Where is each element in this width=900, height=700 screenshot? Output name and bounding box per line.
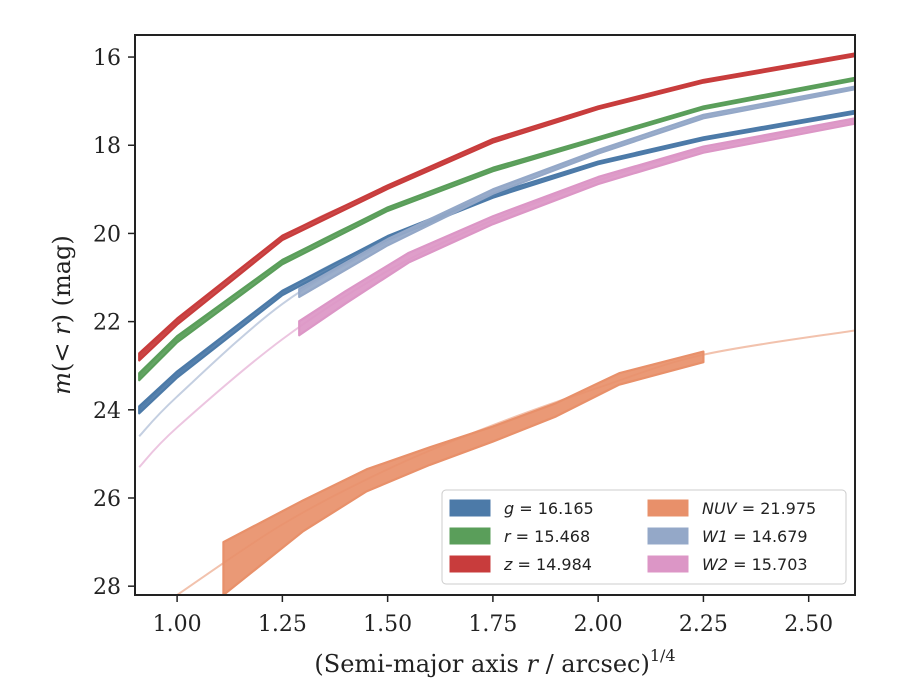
x-tick-label: 2.00 <box>574 612 623 637</box>
x-tick-label: 2.25 <box>679 612 728 637</box>
legend-swatch-z <box>449 555 491 573</box>
legend-label-w2: W2 = 15.703 <box>702 555 808 574</box>
legend-box <box>441 489 847 585</box>
legend-swatch-r <box>449 527 491 545</box>
legend-swatch-nuv <box>647 499 689 517</box>
y-axis-title: m(< r) (mag) <box>48 235 76 395</box>
legend-swatch-w1 <box>647 527 689 545</box>
legend-swatch-g <box>449 499 491 517</box>
series-w1-band <box>298 85 855 299</box>
y-tick-label: 16 <box>93 46 121 71</box>
legend-label-r: r = 15.468 <box>504 527 590 546</box>
legend: g = 16.165 r = 15.468 z = 14.984 NUV = 21.9… <box>441 489 847 585</box>
plot-frame <box>134 34 856 596</box>
series-r-band <box>138 76 855 382</box>
y-tick-label: 28 <box>93 575 121 600</box>
y-tick-label: 18 <box>93 134 121 159</box>
series-g-faint-line <box>138 111 855 411</box>
series-nuv-band <box>222 350 705 595</box>
y-tick-label: 26 <box>93 487 121 512</box>
x-tick-label: 2.50 <box>784 612 833 637</box>
series-g-band <box>138 109 855 415</box>
series-w2-band <box>298 117 855 337</box>
x-axis-title: (Semi-major axis r / arcsec)1/4 <box>314 646 675 678</box>
x-tick-label: 1.75 <box>468 612 517 637</box>
legend-swatch-w2 <box>647 555 689 573</box>
x-tick-label: 1.00 <box>153 612 202 637</box>
legend-label-g: g = 16.165 <box>504 499 594 518</box>
x-tick-label: 1.25 <box>258 612 307 637</box>
series-z-band <box>138 52 855 362</box>
legend-label-z: z = 14.984 <box>503 555 592 574</box>
y-tick-label: 24 <box>93 399 121 424</box>
x-tick-label: 1.50 <box>363 612 412 637</box>
series-w2-faint-line <box>138 119 855 468</box>
legend-label-nuv: NUV = 21.975 <box>702 499 816 518</box>
y-tick-label: 20 <box>93 222 121 247</box>
legend-label-w1: W1 = 14.679 <box>702 527 808 546</box>
y-tick-label: 22 <box>93 311 121 336</box>
